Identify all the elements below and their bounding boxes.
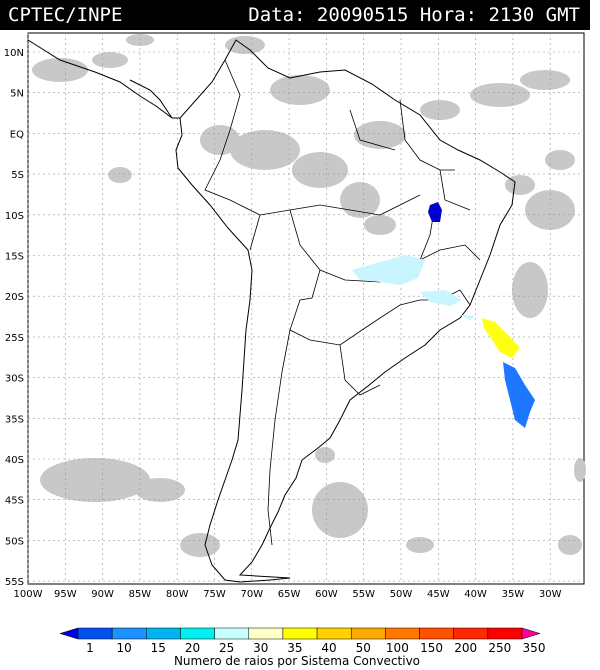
colorbar-swatch: [487, 627, 523, 640]
darkblue-area: [428, 202, 442, 222]
colorbar-swatch: [419, 627, 454, 640]
lon-label: 70W: [240, 589, 263, 600]
colorbar-tick-label: 100: [386, 641, 409, 655]
lon-label: 55W: [352, 589, 375, 600]
colorbar-tick-label: 150: [420, 641, 443, 655]
south-america-outline: [175, 39, 516, 583]
lon-label: 85W: [129, 589, 152, 600]
colorbar-tick-label: 10: [117, 641, 132, 655]
lon-label: 45W: [427, 589, 450, 600]
lon-label: 95W: [54, 589, 77, 600]
colorbar-swatch: [248, 627, 284, 640]
colorbar-tick-label: 250: [488, 641, 511, 655]
lat-label: EQ: [10, 129, 24, 140]
colorbar-tick-label: 25: [219, 641, 234, 655]
colorbar: 1 10 15 20 25 30 35 40 50 100 150 200 250 350: [59, 627, 546, 655]
map-header: CPTEC/INPE Data: 20090515 Hora: 2130 GMT: [0, 0, 590, 30]
date-time-label: Data: 20090515 Hora: 2130 GMT: [248, 4, 580, 26]
lat-label: 10S: [5, 211, 24, 222]
yellow-area: [482, 318, 520, 358]
colorbar-title: Numero de raios por Sistema Convectivo: [174, 654, 420, 668]
lat-label: 25S: [5, 333, 24, 344]
lon-label: 100W: [14, 589, 43, 600]
lat-label: 35S: [5, 414, 24, 425]
colorbar-swatch: [214, 627, 250, 640]
latitude-labels: 10N 5N EQ 5S 10S 15S 20S 25S 30S 35S 40S 45S 50S 55S: [4, 48, 24, 588]
lat-label: 5N: [10, 89, 24, 100]
colorbar-tick-label: 1: [86, 641, 94, 655]
longitude-labels: 100W 95W 90W 85W 80W 75W 70W 65W 60W 55W 50W 45W 40W…: [14, 589, 562, 600]
lat-lon-grid: [27, 33, 584, 584]
lat-label: 5S: [11, 170, 24, 181]
colorbar-swatch: [282, 627, 318, 640]
colorbar-swatch: [453, 627, 489, 640]
colorbar-swatch: [385, 627, 420, 640]
source-label: CPTEC/INPE: [8, 4, 123, 26]
cloud-cover: [32, 34, 586, 557]
lat-label: 50S: [5, 536, 24, 547]
lat-label: 15S: [5, 252, 24, 263]
lon-label: 40W: [464, 589, 487, 600]
lon-label: 75W: [203, 589, 226, 600]
map-frame: [27, 32, 585, 585]
lightblue-area: [352, 255, 475, 320]
lon-label: 80W: [166, 589, 189, 600]
lat-label: 45S: [5, 496, 24, 507]
central-america-outline: [27, 39, 180, 119]
lon-label: 30W: [539, 589, 562, 600]
colorbar-swatch: [316, 627, 352, 640]
colorbar-swatch: [350, 627, 386, 640]
colorbar-tick-label: 350: [523, 641, 546, 655]
colorbar-tick-label: 30: [253, 641, 268, 655]
lightning-map: 10N5NEQ5S10S15S20S25S30S35S40S45S50S55S …: [4, 32, 586, 668]
colorbar-swatch: [59, 627, 79, 640]
lat-label: 40S: [5, 455, 24, 466]
lon-label: 35W: [502, 589, 525, 600]
blue-area: [503, 362, 535, 428]
colorbar-swatch: [111, 627, 147, 640]
lon-label: 50W: [390, 589, 413, 600]
colorbar-tick-label: 15: [151, 641, 166, 655]
lat-label: 10N: [4, 48, 24, 59]
lat-label: 55S: [5, 577, 24, 588]
colorbar-tick-label: 20: [185, 641, 200, 655]
colorbar-tick-label: 40: [321, 641, 336, 655]
colorbar-swatch: [180, 627, 215, 640]
colorbar-tick-label: 200: [454, 641, 477, 655]
colorbar-swatch: [77, 627, 113, 640]
lon-label: 65W: [278, 589, 301, 600]
colorbar-tick-label: 50: [356, 641, 371, 655]
lat-label: 30S: [5, 374, 24, 385]
colorbar-swatch: [146, 627, 181, 640]
lon-label: 60W: [315, 589, 338, 600]
lon-label: 90W: [91, 589, 114, 600]
colorbar-swatch: [521, 627, 541, 640]
colorbar-tick-label: 35: [287, 641, 302, 655]
lat-label: 20S: [5, 292, 24, 303]
